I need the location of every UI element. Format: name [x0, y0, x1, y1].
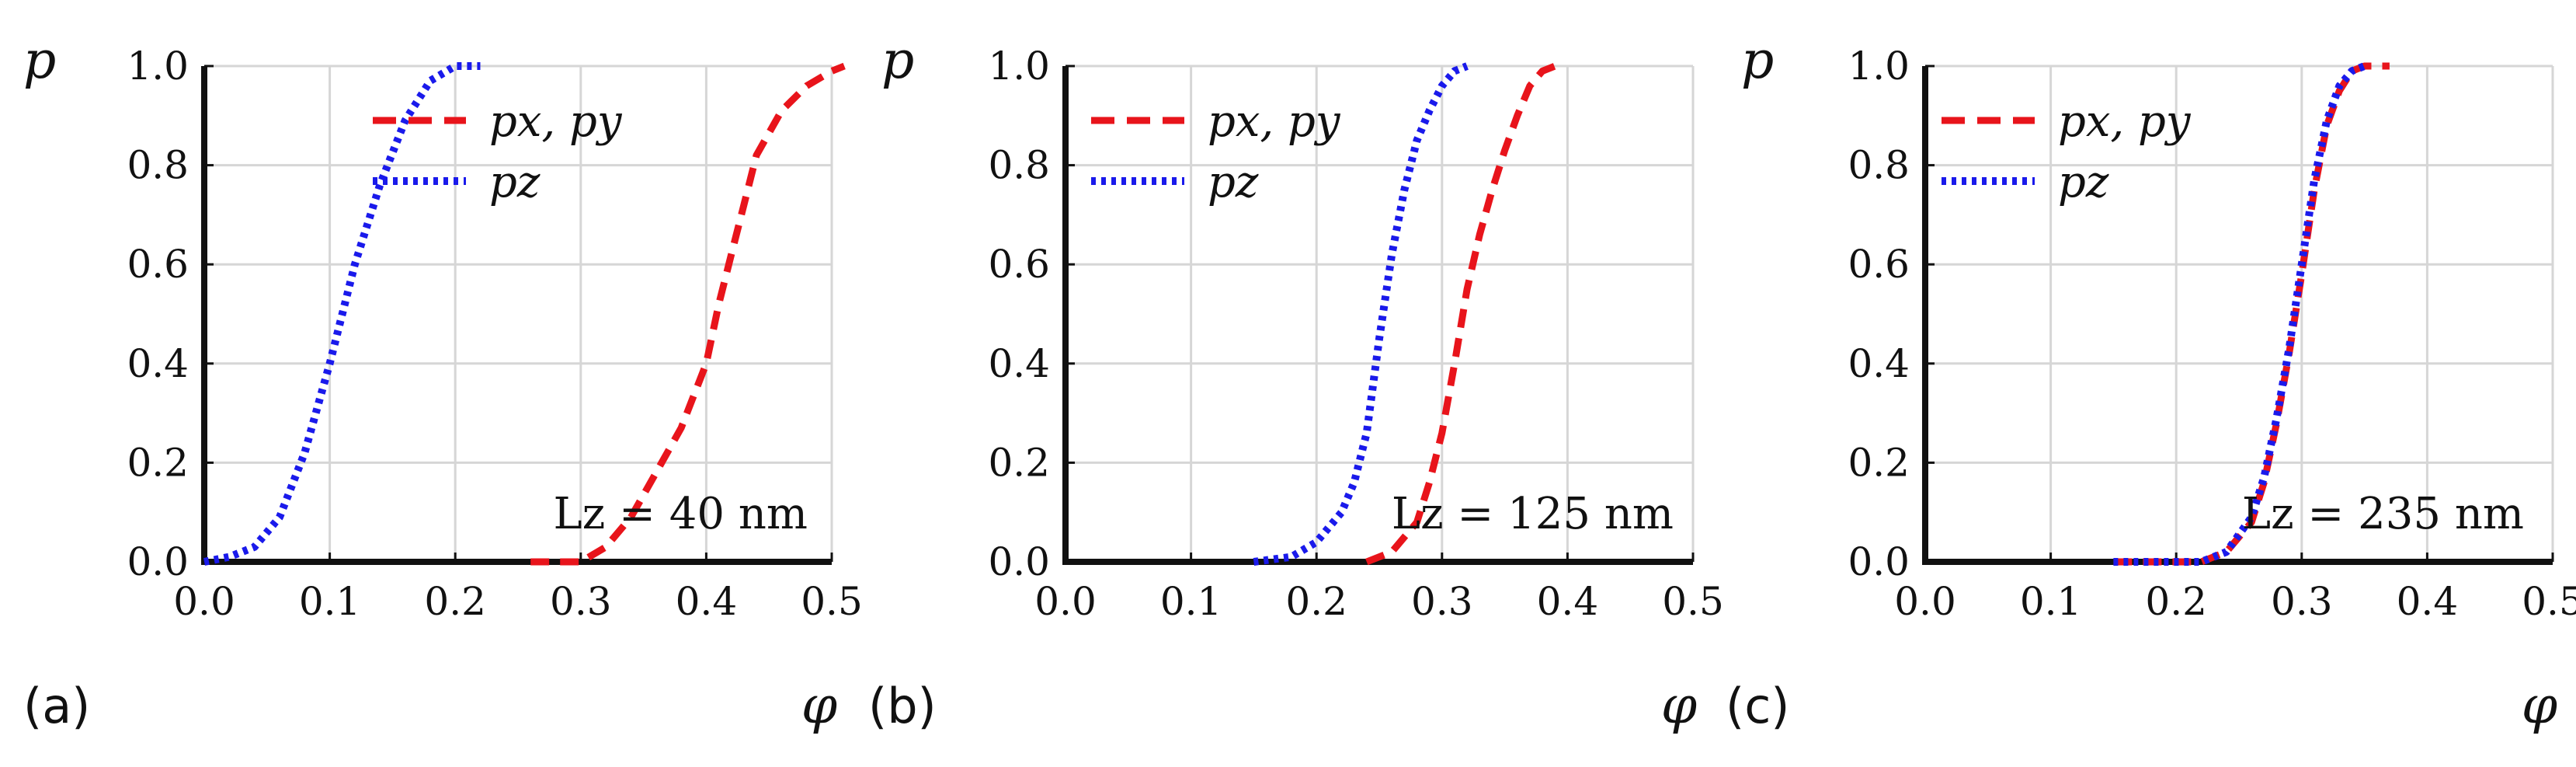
legend: px, py pz [373, 96, 623, 207]
panel-label: (b) [868, 678, 937, 734]
series-line-pxpy [530, 62, 846, 566]
x-tick-label: 0.1 [2020, 579, 2082, 624]
x-axis-label: φ [801, 675, 837, 735]
y-axis-label: p [23, 30, 56, 90]
legend: px, py pz [1942, 96, 2192, 207]
legend-label: pz [489, 157, 541, 207]
chart-panel-2: 0.0 0.1 0.2 0.3 0.4 0.5 0.0 0.2 0.4 0.6 0.8 1.0 p φ (b… [868, 30, 1724, 735]
y-tick-label: 1.0 [127, 44, 189, 89]
series-line-pz [1253, 62, 1469, 566]
y-tick-label: 0.6 [127, 242, 189, 287]
x-tick-label: 0.5 [2522, 579, 2576, 624]
x-tick-label: 0.1 [1160, 579, 1222, 624]
annotation-lz: Lz = 235 nm [2242, 489, 2524, 539]
panel-label: (a) [23, 678, 90, 734]
legend: px, py pz [1091, 96, 1341, 207]
y-tick-label: 0.8 [127, 143, 189, 188]
legend-label: px, py [489, 96, 623, 147]
x-tick-label: 0.4 [1537, 579, 1599, 624]
legend-label: pz [1208, 157, 1259, 207]
legend-label: px, py [2058, 96, 2192, 147]
y-tick-label: 0.6 [1848, 242, 1910, 287]
annotation-lz: Lz = 125 nm [1392, 489, 1674, 539]
y-tick-label: 0.4 [127, 341, 189, 386]
y-tick-label: 0.0 [127, 539, 189, 584]
y-tick-label: 0.4 [988, 341, 1050, 386]
y-tick-label: 0.0 [1848, 539, 1910, 584]
x-tick-label: 0.2 [1285, 579, 1347, 624]
y-axis-label: p [881, 30, 914, 90]
x-tick-label: 0.3 [550, 579, 612, 624]
y-tick-label: 0.2 [127, 440, 189, 485]
y-tick-label: 0.2 [988, 440, 1050, 485]
legend-label: pz [2058, 157, 2109, 207]
x-axis-label: φ [1661, 675, 1697, 735]
x-tick-label: 0.2 [2145, 579, 2207, 624]
y-tick-label: 1.0 [1848, 44, 1910, 89]
x-axis-label: φ [2522, 675, 2557, 735]
legend-label: px, py [1208, 96, 1341, 147]
x-tick-label: 0.1 [299, 579, 361, 624]
y-tick-label: 0.8 [1848, 143, 1910, 188]
x-tick-label: 0.5 [1662, 579, 1724, 624]
chart-panel-1: 0.0 0.1 0.2 0.3 0.4 0.5 0.0 0.2 0.4 0.6 0.8 1.0 p φ (a… [23, 30, 863, 735]
x-tick-label: 0.5 [801, 579, 863, 624]
annotation-lz: Lz = 40 nm [554, 489, 808, 539]
y-tick-label: 1.0 [988, 44, 1050, 89]
series-line-pz [203, 62, 481, 566]
y-axis-label: p [1741, 30, 1774, 90]
series-line-pxpy [1365, 62, 1556, 566]
panel-label: (c) [1726, 678, 1789, 734]
y-tick-label: 0.4 [1848, 341, 1910, 386]
x-tick-label: 0.4 [2397, 579, 2459, 624]
y-tick-label: 0.0 [988, 539, 1050, 584]
x-tick-label: 0.3 [2271, 579, 2333, 624]
y-tick-label: 0.8 [988, 143, 1050, 188]
chart-panel-3: 0.0 0.1 0.2 0.3 0.4 0.5 0.0 0.2 0.4 0.6 0.8 1.0 p φ (c… [1726, 30, 2576, 735]
series-line-pz [2113, 62, 2366, 566]
x-tick-label: 0.4 [676, 579, 738, 624]
x-tick-label: 0.3 [1411, 579, 1473, 624]
x-tick-label: 0.0 [1894, 579, 1956, 624]
x-tick-label: 0.0 [173, 579, 235, 624]
x-tick-label: 0.0 [1034, 579, 1097, 624]
y-tick-label: 0.6 [988, 242, 1050, 287]
x-tick-label: 0.2 [424, 579, 486, 624]
y-tick-label: 0.2 [1848, 440, 1910, 485]
